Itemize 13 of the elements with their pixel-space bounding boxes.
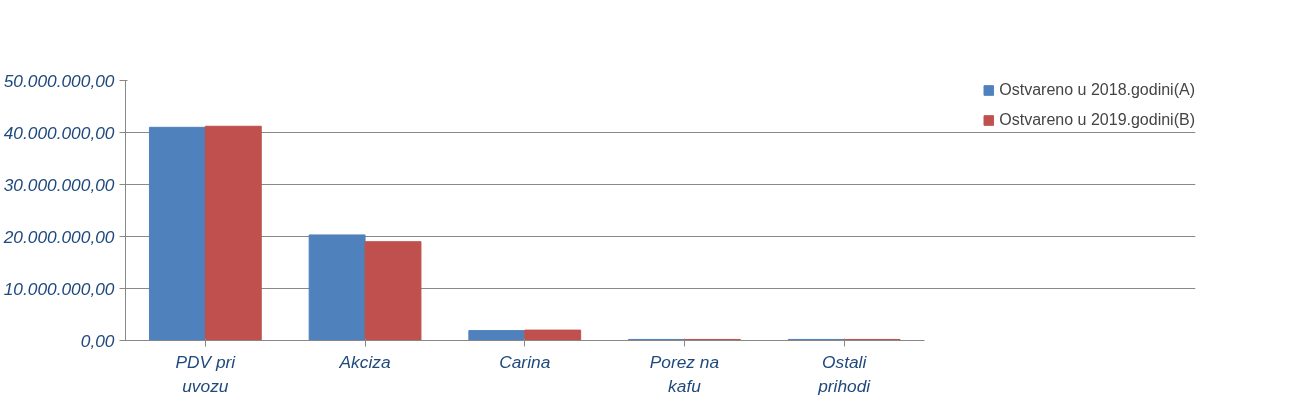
y-tick-label: 30.000.000,00 — [3, 174, 115, 195]
x-tick-label: PDV pri uvozu — [175, 351, 237, 396]
legend-label: Ostvareno u 2018.godini(A) — [999, 80, 1195, 100]
x-tick-label: Ostali prihodi — [817, 351, 872, 396]
y-tick-label: 50.000.000,00 — [3, 70, 115, 91]
y-tick-label: 0,00 — [80, 330, 115, 351]
y-tick-label: 40.000.000,00 — [3, 122, 115, 143]
x-tick-label: Carina — [499, 351, 551, 372]
x-tick-label: Porez na kafu — [649, 351, 720, 396]
legend-label: Ostvareno u 2019.godini(B) — [999, 110, 1195, 130]
y-tick-label: 20.000.000,00 — [2, 226, 115, 247]
x-tick-label: Akciza — [338, 351, 391, 372]
y-tick-label: 10.000.000,00 — [3, 278, 115, 299]
